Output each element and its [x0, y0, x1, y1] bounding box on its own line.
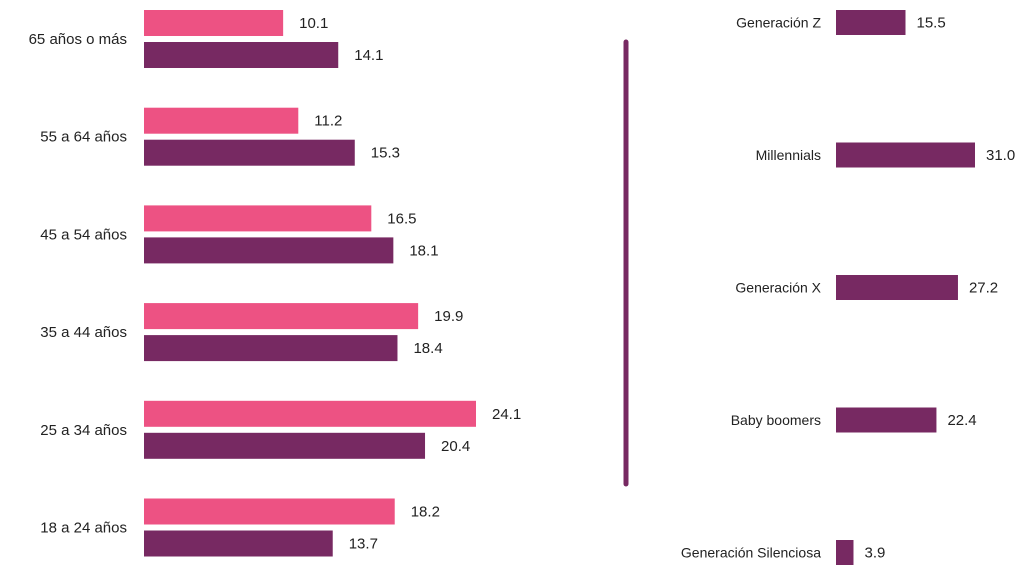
bar-value-label: 15.5 — [917, 15, 946, 32]
bar-value-label: 24.1 — [492, 406, 521, 423]
category-label: 18 a 24 años — [40, 520, 127, 537]
category-label: Generación Z — [736, 15, 821, 31]
bar-value-label: 31.0 — [986, 147, 1015, 164]
bar-value-label: 27.2 — [969, 280, 998, 297]
bar-series-b — [144, 432, 426, 459]
category-label: 25 a 34 años — [40, 422, 127, 439]
bar-value-label: 18.1 — [409, 242, 438, 259]
category-label: Millennials — [756, 147, 821, 163]
bar-series-a — [144, 107, 299, 134]
age-group-chart: 65 años o más 10.1 14.1 55 a 64 años 11.2 15.… — [29, 10, 521, 557]
bar — [836, 275, 958, 300]
category-label: 55 a 64 años — [40, 129, 127, 146]
category-label: 35 a 44 años — [40, 324, 127, 341]
bar — [836, 407, 937, 433]
generation-chart: Generación Z 15.5 Millennials 31.0 Generació… — [681, 10, 1015, 565]
bar — [836, 142, 975, 168]
bar-series-a — [144, 10, 284, 36]
category-label: Baby boomers — [731, 412, 821, 428]
bar-series-b — [144, 237, 394, 264]
bar-value-label: 3.9 — [864, 545, 885, 562]
bar-value-label: 18.2 — [411, 504, 440, 521]
bar-value-label: 10.1 — [299, 15, 328, 32]
bar-value-label: 20.4 — [441, 438, 470, 455]
bar-value-label: 15.3 — [371, 145, 400, 162]
bar-value-label: 14.1 — [354, 47, 383, 64]
bar-series-b — [144, 530, 333, 557]
bar — [836, 10, 906, 35]
bar-value-label: 18.4 — [413, 340, 442, 357]
category-label: Generación Silenciosa — [681, 545, 821, 561]
bar-series-a — [144, 303, 419, 330]
bar-series-b — [144, 42, 339, 68]
bar-series-a — [144, 400, 476, 427]
bar-value-label: 16.5 — [387, 210, 416, 227]
bar-value-label: 11.2 — [314, 113, 342, 130]
bar-series-b — [144, 335, 398, 362]
category-label: 45 a 54 años — [40, 226, 127, 243]
bar-series-b — [144, 139, 355, 166]
bar-value-label: 13.7 — [349, 536, 378, 553]
bar-value-label: 22.4 — [947, 412, 976, 429]
category-label: Generación X — [735, 280, 821, 296]
bar — [836, 540, 854, 565]
bar-value-label: 19.9 — [434, 308, 463, 325]
category-label: 65 años o más — [29, 31, 127, 48]
bar-series-a — [144, 498, 395, 525]
bar-series-a — [144, 205, 372, 232]
